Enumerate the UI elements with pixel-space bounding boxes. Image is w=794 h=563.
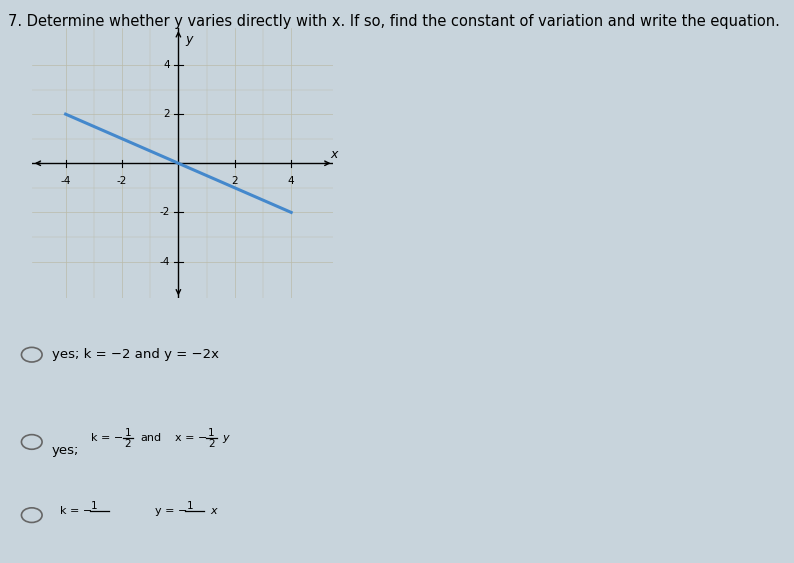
Text: k = −: k = −	[60, 506, 92, 516]
Text: -2: -2	[117, 176, 127, 186]
Text: 7. Determine whether y varies directly with x. If so, find the constant of varia: 7. Determine whether y varies directly w…	[8, 14, 780, 29]
Text: 2: 2	[125, 439, 131, 449]
Text: y = −: y = −	[155, 506, 187, 516]
Text: x = −: x = −	[175, 433, 207, 443]
Text: 1: 1	[187, 501, 193, 511]
Text: yes; k = −2 and y = −2x: yes; k = −2 and y = −2x	[52, 348, 218, 361]
Text: x: x	[210, 506, 217, 516]
Text: -4: -4	[60, 176, 71, 186]
Text: 2: 2	[208, 439, 214, 449]
Text: -2: -2	[160, 207, 170, 217]
Text: yes;: yes;	[52, 444, 79, 457]
Text: x: x	[330, 148, 338, 161]
Text: 4: 4	[288, 176, 295, 186]
Text: 1: 1	[125, 428, 131, 438]
Text: 4: 4	[164, 60, 170, 70]
Text: -4: -4	[160, 257, 170, 266]
Text: k = −: k = −	[91, 433, 124, 443]
Text: 1: 1	[91, 501, 98, 511]
Text: and: and	[141, 433, 162, 443]
Text: 2: 2	[164, 109, 170, 119]
Text: y: y	[222, 433, 229, 443]
Text: y: y	[186, 33, 193, 46]
Text: 2: 2	[232, 176, 238, 186]
Text: 1: 1	[208, 428, 214, 438]
